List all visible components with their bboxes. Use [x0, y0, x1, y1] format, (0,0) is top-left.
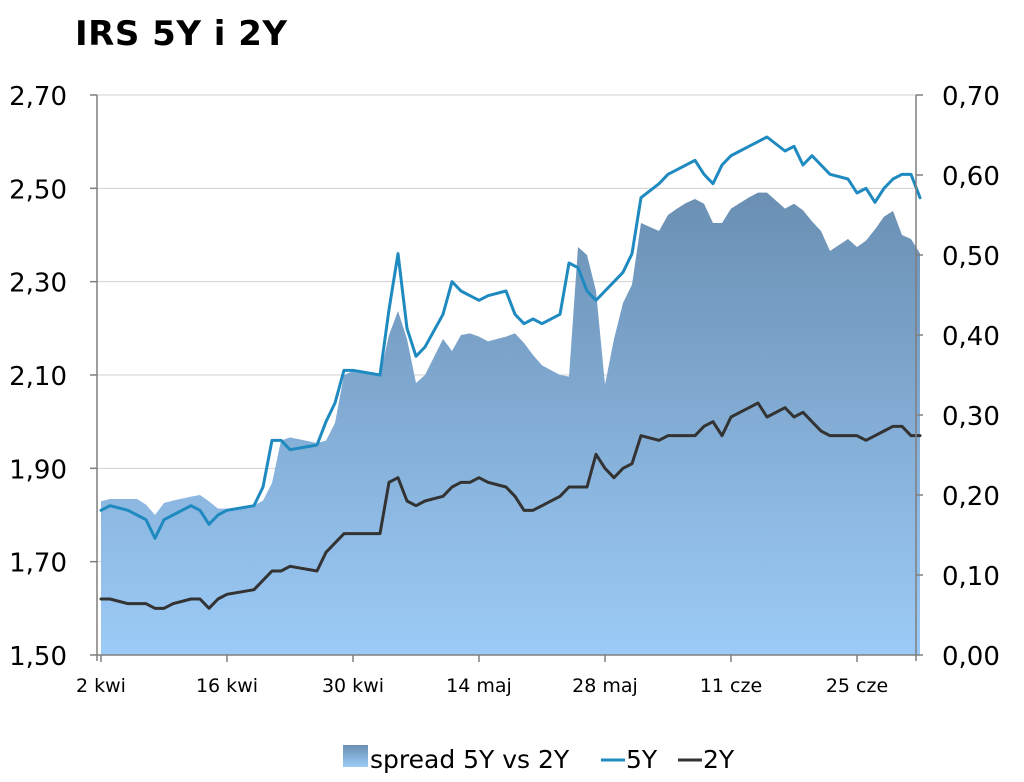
- axes: 1,50 1,70 1,90 2,10 2,30 2,50 2,70 0,00 0,10 0,20…: [9, 82, 1000, 697]
- legend-label-2y: 2Y: [703, 745, 735, 774]
- y-right-tick-label: 0,20: [942, 482, 1000, 512]
- y-right-tick-label: 0,70: [942, 82, 1000, 112]
- y-left-tick-label: 2,10: [9, 362, 67, 392]
- x-tick-label: 11 cze: [700, 675, 762, 697]
- y-right-tick-label: 0,10: [942, 562, 1000, 592]
- legend-swatch-spread: [343, 745, 368, 767]
- plot-area: [99, 135, 922, 655]
- x-tick-label: 30 kwi: [322, 675, 384, 697]
- y-right-tick-label: 0,30: [942, 402, 1000, 432]
- x-tick-label: 16 kwi: [196, 675, 258, 697]
- y-right-tick-label: 0,00: [942, 642, 1000, 672]
- x-tick-label: 28 maj: [572, 675, 638, 697]
- x-tick-label: 14 maj: [446, 675, 512, 697]
- y-left-tick-label: 2,50: [9, 175, 67, 205]
- y-right-tick-label: 0,50: [942, 242, 1000, 272]
- chart-title: IRS 5Y i 2Y: [75, 14, 288, 54]
- y-right-tick-label: 0,60: [942, 162, 1000, 192]
- legend-label-spread: spread 5Y vs 2Y: [370, 745, 570, 774]
- series-spread-area: [101, 192, 920, 655]
- legend: spread 5Y vs 2Y 5Y 2Y: [343, 745, 735, 774]
- y-left-tick-label: 2,70: [9, 82, 67, 112]
- y-left-tick-label: 1,70: [9, 549, 67, 579]
- x-tick-label: 25 cze: [826, 675, 888, 697]
- y-right-tick-label: 0,40: [942, 322, 1000, 352]
- y-left-tick-label: 1,90: [9, 455, 67, 485]
- y-left-tick-label: 1,50: [9, 642, 67, 672]
- series-line-2y: [99, 401, 922, 610]
- y-left-tick-label: 2,30: [9, 269, 67, 299]
- x-tick-label: 2 kwi: [76, 675, 126, 697]
- series-line-5y: [99, 135, 922, 540]
- legend-label-5y: 5Y: [626, 745, 658, 774]
